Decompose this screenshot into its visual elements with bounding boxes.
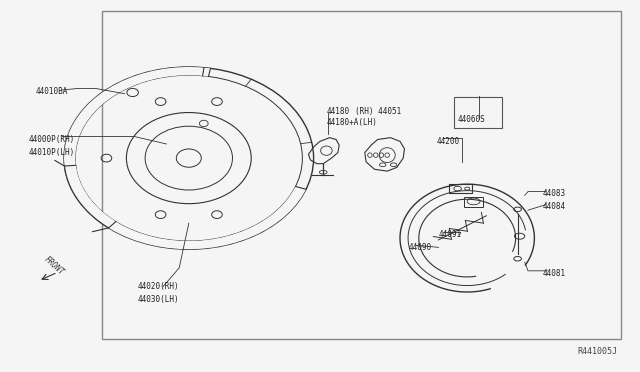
Text: 44180: 44180: [326, 107, 349, 116]
Text: 44020(RH): 44020(RH): [138, 282, 179, 291]
Text: 44030(LH): 44030(LH): [138, 295, 179, 304]
Text: FRONT: FRONT: [43, 255, 66, 277]
Text: 44000P(RH): 44000P(RH): [29, 135, 75, 144]
Text: 44200: 44200: [436, 137, 460, 146]
Text: 44084: 44084: [543, 202, 566, 211]
Text: 44010BA: 44010BA: [35, 87, 68, 96]
Text: 44060S: 44060S: [458, 115, 485, 124]
Bar: [454, 97, 502, 128]
Bar: [102, 11, 621, 339]
Text: 44081: 44081: [543, 269, 566, 278]
Bar: [464, 196, 483, 207]
Text: 44083: 44083: [543, 189, 566, 198]
Text: 44091: 44091: [438, 230, 461, 239]
Polygon shape: [64, 67, 306, 249]
Polygon shape: [65, 165, 116, 228]
Text: 44180+A(LH): 44180+A(LH): [326, 118, 377, 127]
Text: 44090: 44090: [408, 243, 431, 252]
Text: R441005J: R441005J: [578, 347, 618, 356]
Text: 44010P(LH): 44010P(LH): [29, 148, 75, 157]
Text: (RH) 44051: (RH) 44051: [355, 107, 401, 116]
